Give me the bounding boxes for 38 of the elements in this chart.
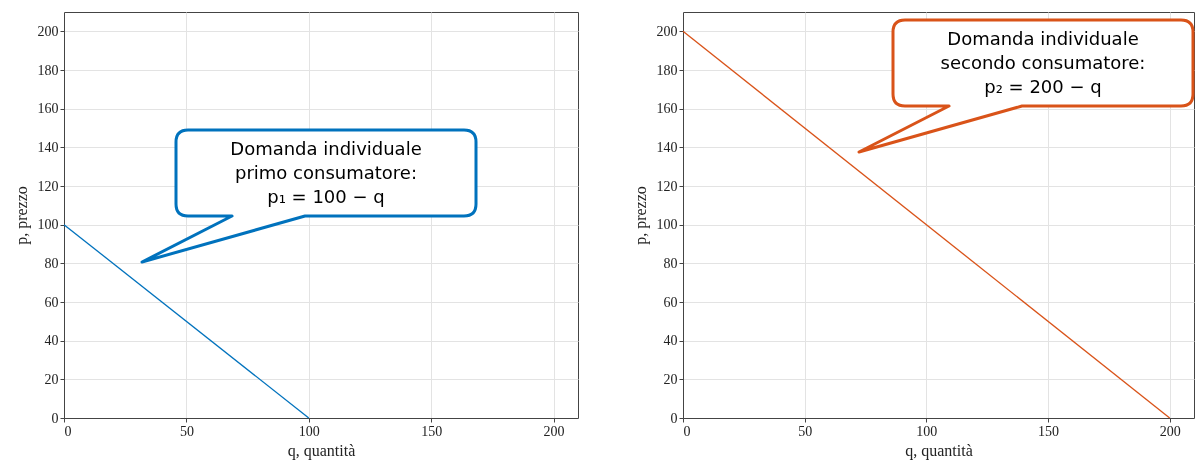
x-tick-label: 150 (421, 423, 443, 439)
x-tick-label: 150 (1038, 423, 1059, 439)
x-tick-label: 200 (1159, 423, 1181, 439)
y-axis-title: p, prezzo (631, 186, 650, 245)
x-tick-label: 50 (798, 423, 813, 439)
y-tick-label: 60 (44, 294, 59, 310)
x-axis-title: q, quantità (287, 441, 356, 460)
x-tick-label: 100 (916, 423, 938, 439)
x-tick-label: 0 (683, 423, 691, 439)
y-tick-label: 80 (44, 255, 59, 271)
y-tick-label: 160 (656, 101, 678, 117)
y-tick-label: 0 (51, 410, 59, 426)
y-tick-label: 160 (37, 101, 59, 117)
y-tick-label: 100 (656, 217, 678, 233)
x-tick-label: 0 (64, 423, 72, 439)
y-tick-label: 60 (663, 294, 678, 310)
x-tick-label: 100 (298, 423, 320, 439)
y-tick-label: 120 (656, 178, 678, 194)
annotation: Domanda individuale secondo consumatore: p₂ = 200 − q (939, 27, 1147, 99)
y-axis-title: p, prezzo (12, 186, 31, 245)
x-axis-title: q, quantità (905, 441, 973, 460)
y-tick-label: 180 (656, 62, 678, 78)
x-tick-label: 50 (179, 423, 194, 439)
y-tick-label: 120 (37, 178, 59, 194)
y-tick-label: 40 (663, 333, 678, 349)
y-tick-label: 20 (44, 371, 59, 387)
y-tick-label: 140 (656, 139, 678, 155)
y-tick-label: 0 (670, 410, 678, 426)
y-tick-label: 20 (663, 371, 678, 387)
y-tick-label: 140 (37, 139, 59, 155)
x-tick-label: 200 (543, 423, 565, 439)
y-tick-label: 200 (37, 23, 59, 39)
annotation: Domanda individuale primo consumatore: p₁ = 100 − q (229, 137, 423, 209)
y-tick-label: 180 (37, 62, 59, 78)
y-tick-label: 40 (44, 333, 59, 349)
y-tick-label: 80 (663, 255, 678, 271)
y-tick-label: 200 (656, 23, 678, 39)
y-tick-label: 100 (37, 217, 59, 233)
